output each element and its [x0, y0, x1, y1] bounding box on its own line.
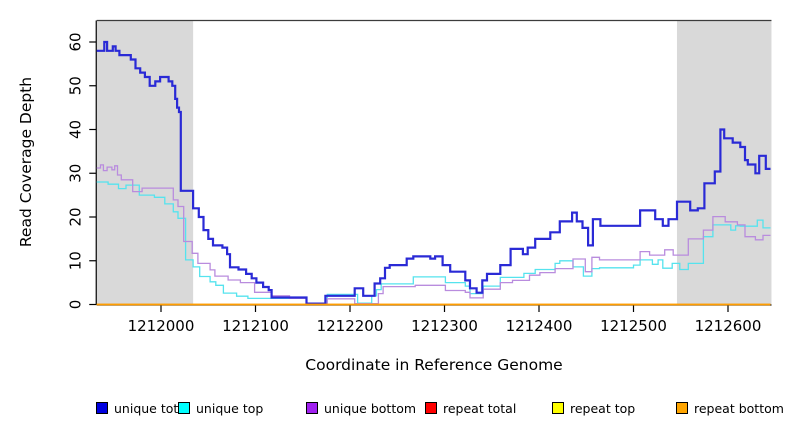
- y-tick-label: 20: [67, 207, 85, 226]
- y-tick-label: 40: [67, 120, 85, 139]
- shaded-region-0: [96, 20, 194, 305]
- y-tick-label: 10: [67, 251, 85, 270]
- series-unique-total: [96, 40, 771, 305]
- x-tick-label: 1212500: [600, 317, 667, 335]
- shaded-region-1: [676, 20, 772, 305]
- x-tick-label: 1212400: [506, 317, 573, 335]
- x-tick-label: 1212000: [128, 317, 195, 335]
- series-unique-bottom: [96, 164, 771, 305]
- x-axis-title: Coordinate in Reference Genome: [305, 356, 562, 374]
- y-tick-label: 0: [67, 300, 85, 310]
- series-unique-top: [96, 181, 771, 305]
- x-tick-label: 1212200: [317, 317, 384, 335]
- x-tick-label: 1212600: [695, 317, 762, 335]
- x-tick-label: 1212100: [222, 317, 289, 335]
- plot-generated-layer: 0 10 20 30 40 50 60 1212000 1212100 1212200 121230…: [67, 19, 772, 335]
- y-axis-title: Read Coverage Depth: [17, 77, 35, 247]
- y-tick-label: 30: [67, 164, 85, 183]
- x-tick-label: 1212300: [411, 317, 478, 335]
- y-tick-label: 60: [67, 32, 85, 51]
- y-tick-label: 50: [67, 76, 85, 95]
